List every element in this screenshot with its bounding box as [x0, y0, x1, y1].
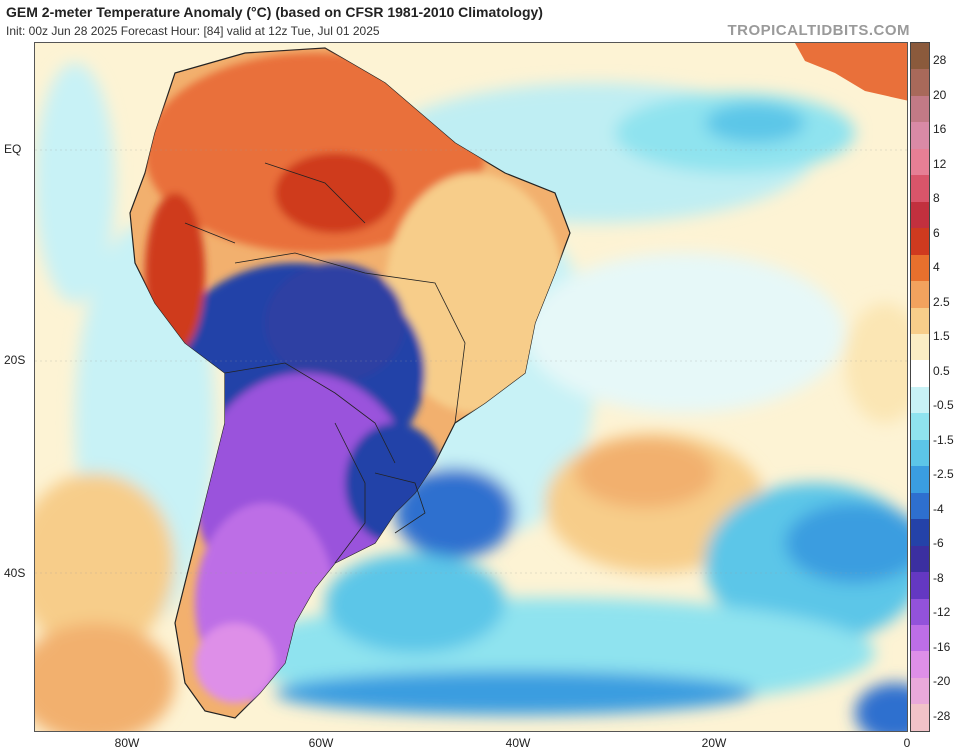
colorbar-swatch — [911, 439, 929, 467]
colorbar-swatch — [911, 43, 929, 70]
colorbar-label: -12 — [933, 605, 951, 620]
lon-label-0: 0 — [903, 736, 911, 750]
map-title: GEM 2-meter Temperature Anomaly (°C) (ba… — [6, 4, 543, 20]
colorbar-swatch — [911, 95, 929, 123]
colorbar-swatch — [911, 333, 929, 361]
lon-label-20w: 20W — [701, 736, 727, 750]
colorbar — [910, 42, 930, 732]
colorbar-swatch — [911, 519, 929, 546]
colorbar-label: 1.5 — [933, 329, 950, 344]
colorbar-swatch — [911, 624, 929, 652]
colorbar-swatch — [911, 413, 929, 440]
country-borders — [184, 162, 466, 564]
colorbar-swatch — [911, 122, 929, 149]
lon-label-40w: 40W — [505, 736, 531, 750]
colorbar-label: 6 — [933, 225, 940, 240]
colorbar-label: 28 — [933, 53, 947, 67]
land-anomaly-field — [145, 53, 565, 703]
colorbar-swatch — [911, 307, 929, 334]
colorbar-label: -4 — [933, 501, 944, 516]
colorbar-swatch — [911, 572, 929, 599]
colorbar-swatch — [911, 598, 929, 625]
colorbar-swatch — [911, 201, 929, 229]
colorbar-swatch — [911, 466, 929, 493]
colorbar-label: 0.5 — [933, 363, 950, 378]
brand-watermark: TROPICALTIDBITS.COM — [727, 22, 910, 39]
colorbar-swatch — [911, 148, 929, 176]
ocean-anomaly-field — [35, 63, 907, 731]
colorbar-label: 16 — [933, 122, 947, 137]
colorbar-swatch — [911, 651, 929, 678]
map-canvas — [35, 43, 907, 731]
colorbar-swatch — [911, 492, 929, 520]
lat-label-20s: 20S — [4, 353, 26, 367]
lon-label-80w: 80W — [114, 736, 140, 750]
colorbar-label: -28 — [933, 709, 951, 723]
colorbar-swatch — [911, 677, 929, 705]
anomaly-map — [34, 42, 908, 732]
graticule — [35, 149, 907, 574]
colorbar-swatch — [911, 360, 929, 387]
colorbar-swatch — [911, 704, 929, 731]
colorbar-label: -16 — [933, 639, 951, 654]
colorbar-swatch — [911, 281, 929, 308]
lat-label-eq: EQ — [4, 142, 22, 156]
colorbar-label: 4 — [933, 260, 940, 275]
colorbar-label: -1.5 — [933, 432, 954, 447]
colorbar-label: 2.5 — [933, 294, 950, 309]
colorbar-swatch — [911, 386, 929, 414]
colorbar-label: 20 — [933, 87, 947, 102]
lon-label-60w: 60W — [308, 736, 334, 750]
colorbar-label: -6 — [933, 536, 944, 551]
africa-landmass — [795, 43, 907, 101]
forecast-info: Init: 00z Jun 28 2025 Forecast Hour: [84… — [6, 24, 380, 38]
colorbar-label: -0.5 — [933, 398, 954, 413]
colorbar-swatch — [911, 175, 929, 202]
colorbar-label: 12 — [933, 156, 947, 171]
lat-label-40s: 40S — [4, 566, 26, 580]
colorbar-label: -8 — [933, 570, 944, 585]
colorbar-label: -20 — [933, 674, 951, 689]
colorbar-swatch — [911, 254, 929, 282]
colorbar-swatch — [911, 69, 929, 96]
colorbar-swatch — [911, 228, 929, 255]
colorbar-label: 8 — [933, 191, 940, 206]
colorbar-label: -2.5 — [933, 467, 954, 482]
colorbar-swatch — [911, 545, 929, 573]
